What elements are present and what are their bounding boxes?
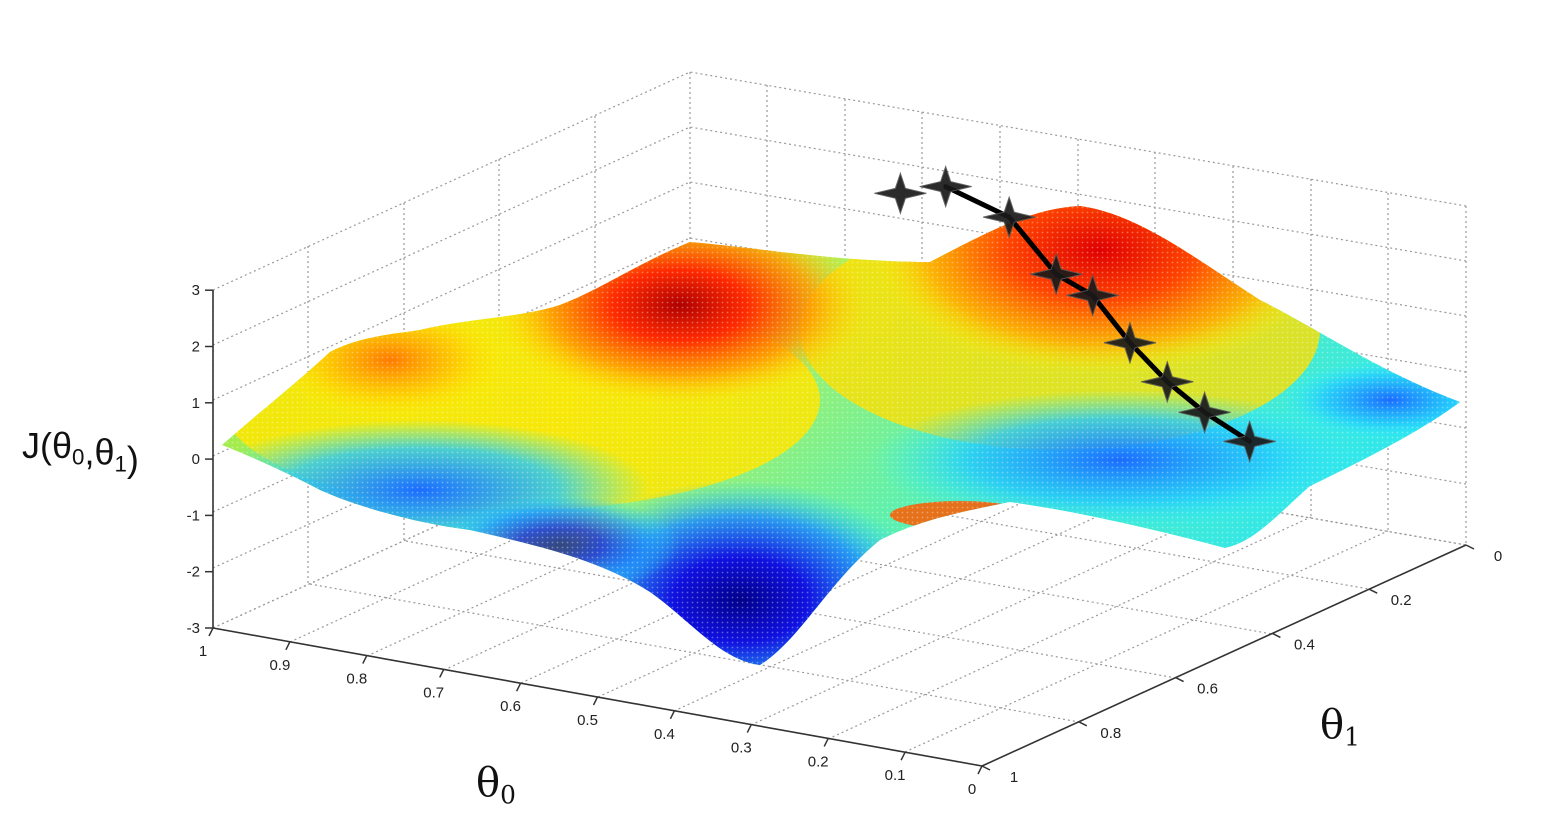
- x-tick-mark: [669, 710, 676, 720]
- z-tick-label: 2: [192, 339, 200, 356]
- y-tick-mark: [1368, 588, 1378, 594]
- y-tick-mark: [981, 765, 991, 771]
- svg-text:θ1: θ1: [1320, 702, 1360, 751]
- x-axis-ticks: 1 0.9 0.8 0.7 0.6 0.5 0.4 0.3 0.2 0.1 0: [199, 627, 983, 798]
- y-tick-label: 0.4: [1294, 636, 1315, 653]
- descent-step-marker: [1066, 273, 1119, 317]
- descent-step-marker: [1141, 360, 1194, 404]
- svg-text:θ0: θ0: [476, 760, 516, 809]
- x-tick-label: 0.8: [346, 671, 367, 688]
- x-axis-label: θ0: [476, 760, 516, 809]
- descent-step-marker: [1030, 252, 1083, 296]
- x-tick-label: 0.5: [577, 712, 598, 729]
- z-tick-label: -1: [187, 507, 200, 524]
- x-tick-mark: [285, 641, 291, 651]
- start-marker: [874, 171, 927, 215]
- x-tick-mark: [900, 751, 906, 761]
- z-tick-label: -2: [187, 564, 200, 581]
- x-tick-mark: [515, 682, 522, 692]
- x-tick-mark: [823, 738, 829, 747]
- gradient-descent-path: [874, 164, 1276, 463]
- z-tick-label: -3: [187, 620, 200, 637]
- x-tick-mark: [592, 696, 599, 706]
- z-axis-label: J(θ0,θ1): [22, 425, 139, 479]
- x-tick-mark: [977, 765, 983, 775]
- y-tick-mark: [1465, 544, 1475, 550]
- x-tick-label: 0.3: [731, 740, 752, 757]
- descent-step-marker: [1178, 390, 1231, 434]
- x-tick-label: 0: [968, 781, 976, 798]
- y-tick-mark: [1078, 721, 1088, 727]
- y-tick-label: 0.6: [1197, 681, 1218, 698]
- y-tick-mark: [1272, 632, 1281, 639]
- x-tick-label: 0.2: [808, 753, 829, 770]
- x-tick-label: 0.6: [500, 698, 521, 715]
- svg-text:J(θ0,θ1): J(θ0,θ1): [22, 425, 139, 479]
- x-tick-label: 0.9: [269, 657, 290, 674]
- descent-step-marker: [983, 195, 1036, 239]
- y-tick-mark: [1175, 676, 1184, 683]
- y-tick-label: 0.8: [1100, 725, 1121, 742]
- x-tick-label: 0.1: [885, 767, 906, 784]
- x-tick-label: 1: [199, 643, 207, 660]
- x-tick-label: 0.7: [423, 684, 444, 701]
- y-tick-label: 0.2: [1391, 592, 1412, 609]
- descent-step-marker: [1103, 321, 1157, 365]
- descent-step-marker: [1223, 419, 1276, 463]
- x-tick-label: 0.4: [654, 726, 675, 743]
- x-tick-mark: [439, 669, 445, 678]
- z-tick-label: 1: [192, 395, 200, 412]
- y-axis-ticks: 0 0.2 0.4 0.6 0.8 1: [981, 544, 1502, 786]
- z-axis-ticks: 3 2 1 0 -1 -2 -3: [187, 282, 213, 637]
- y-tick-label: 0: [1494, 548, 1502, 565]
- y-axis-label: θ1: [1320, 702, 1360, 751]
- descent-step-marker: [919, 164, 972, 209]
- y-tick-label: 1: [1010, 769, 1018, 786]
- x-tick-mark: [746, 724, 752, 733]
- z-tick-label: 3: [192, 282, 200, 299]
- z-tick-label: 0: [192, 451, 200, 468]
- x-tick-mark: [362, 655, 368, 664]
- x-tick-mark: [208, 627, 214, 637]
